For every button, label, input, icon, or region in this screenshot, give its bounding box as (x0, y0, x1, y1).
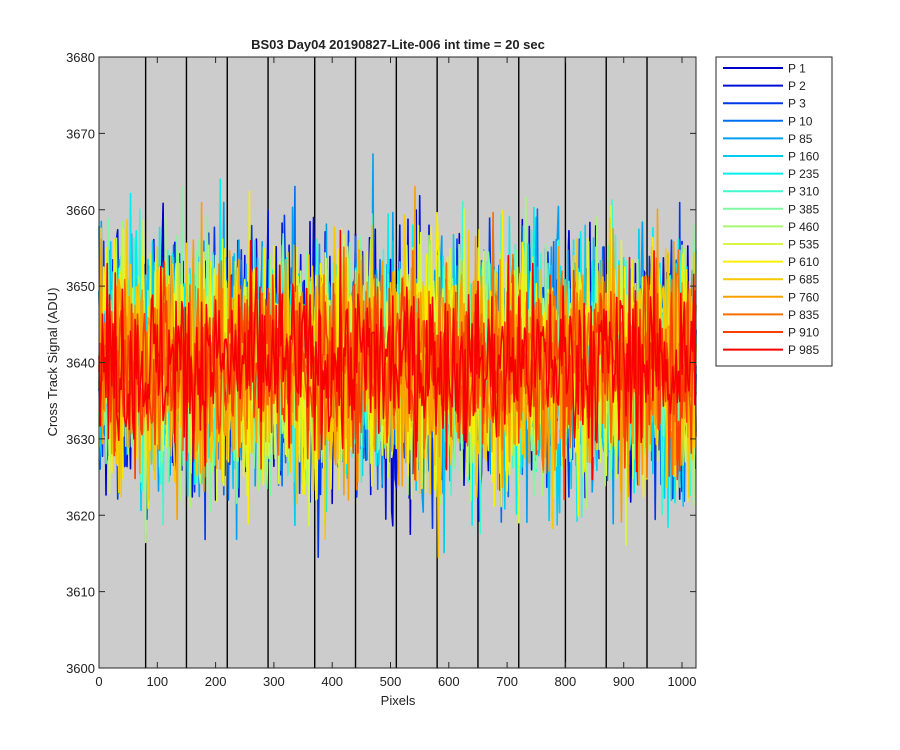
legend-label: P 310 (788, 185, 819, 199)
legend-label: P 535 (788, 238, 819, 252)
legend-label: P 910 (788, 326, 819, 340)
legend-label: P 760 (788, 290, 819, 304)
y-axis-title: Cross Track Signal (ADU) (45, 288, 60, 437)
legend-label: P 3 (788, 97, 806, 111)
y-axis-ticks: 3600 3610 3620 3630 3640 3650 3660 3670 3680 (66, 50, 696, 676)
legend-label: P 10 (788, 114, 813, 128)
legend-label: P 235 (788, 167, 819, 181)
y-tick-label: 3620 (66, 508, 95, 523)
x-tick-label: 500 (380, 674, 402, 689)
y-tick-label: 3670 (66, 126, 95, 141)
y-tick-label: 3640 (66, 356, 95, 371)
x-tick-label: 0 (95, 674, 102, 689)
series-lines (98, 153, 697, 558)
chart-title: BS03 Day04 20190827-Lite-006 int time = … (251, 37, 545, 52)
legend-label: P 985 (788, 343, 819, 357)
legend-label: P 385 (788, 202, 819, 216)
x-tick-label: 800 (555, 674, 577, 689)
y-tick-label: 3680 (66, 50, 95, 65)
legend-label: P 835 (788, 308, 819, 322)
y-tick-label: 3630 (66, 432, 95, 447)
x-tick-label: 900 (613, 674, 635, 689)
x-tick-label: 100 (146, 674, 168, 689)
legend-label: P 160 (788, 150, 819, 164)
x-tick-label: 400 (321, 674, 343, 689)
x-tick-label: 300 (263, 674, 285, 689)
legend-label: P 2 (788, 79, 806, 93)
legend-label: P 685 (788, 273, 819, 287)
legend-label: P 460 (788, 220, 819, 234)
legend-label: P 610 (788, 255, 819, 269)
x-tick-label: 1000 (668, 674, 697, 689)
series-line-p985 (98, 229, 697, 481)
y-tick-label: 3610 (66, 585, 95, 600)
x-tick-label: 600 (438, 674, 460, 689)
y-tick-label: 3660 (66, 203, 95, 218)
x-axis-title: Pixels (381, 693, 416, 708)
legend: P 1 P 2 P 3 P 10 P 85 P 160 P 235 P 310 P 385 P 4… (715, 56, 833, 367)
x-tick-label: 700 (496, 674, 518, 689)
legend-label: P 85 (788, 132, 813, 146)
y-tick-label: 3600 (66, 661, 95, 676)
x-axis-ticks: 0 100 200 300 400 500 600 700 800 900 1000 (95, 57, 696, 689)
x-tick-label: 200 (205, 674, 227, 689)
legend-label: P 1 (788, 62, 806, 76)
y-tick-label: 3650 (66, 279, 95, 294)
